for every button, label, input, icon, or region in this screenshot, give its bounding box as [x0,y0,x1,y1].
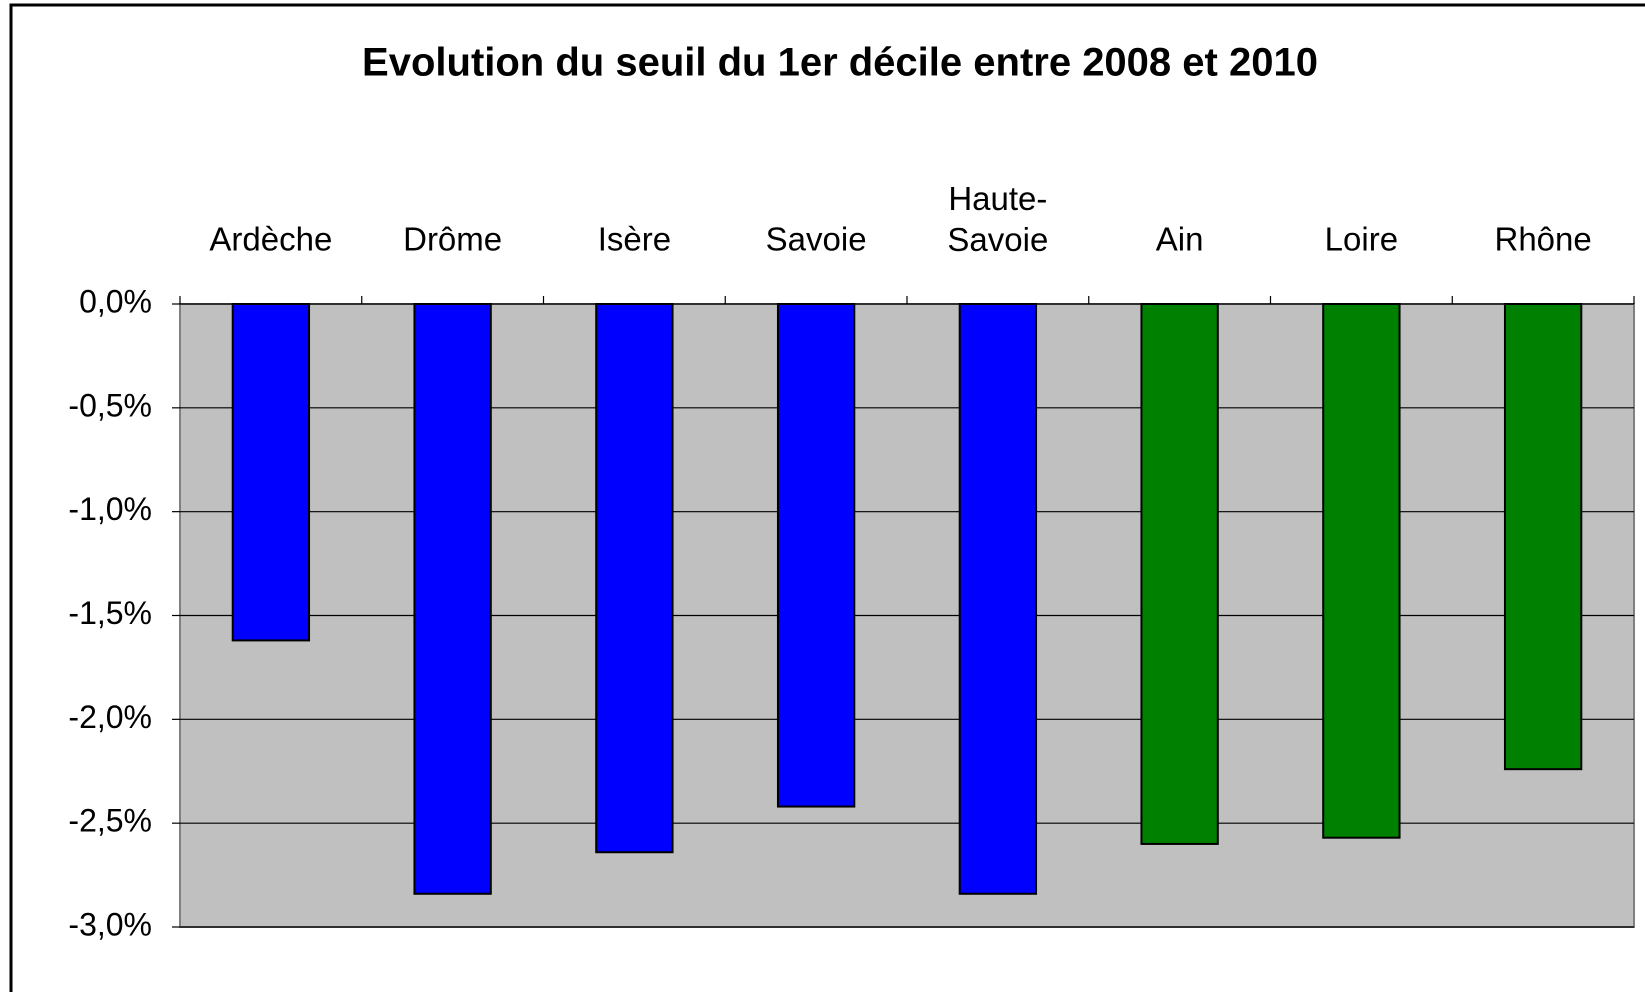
bar [1322,303,1401,839]
x-tick-label: Ardèche [209,221,332,258]
x-tick-label: Ain [1156,221,1204,258]
y-tick-label: -0,5% [68,387,152,423]
y-tick-label: 0,0% [79,283,152,319]
bar [231,303,311,642]
y-tick-label: -3,0% [68,906,152,942]
x-tick-label: Rhône [1495,221,1592,258]
x-tick-label: Savoie [766,221,867,258]
y-tick-label: -1,5% [68,595,152,631]
bar [413,303,492,895]
x-tick-label: Haute-Savoie [947,180,1048,258]
y-tick-label: -2,5% [68,803,152,839]
x-tick-label: Drôme [403,221,502,258]
x-tick-label: Isère [598,221,671,258]
bar [1503,303,1583,771]
bar [776,303,856,808]
bar [1140,303,1219,845]
chart-title: Evolution du seuil du 1er décile entre 2… [362,41,1318,85]
bar [595,303,674,854]
y-tick-label: -1,0% [68,491,152,527]
x-tick-label: Loire [1325,221,1398,258]
y-tick-label: -2,0% [68,699,152,735]
bar [958,303,1038,895]
